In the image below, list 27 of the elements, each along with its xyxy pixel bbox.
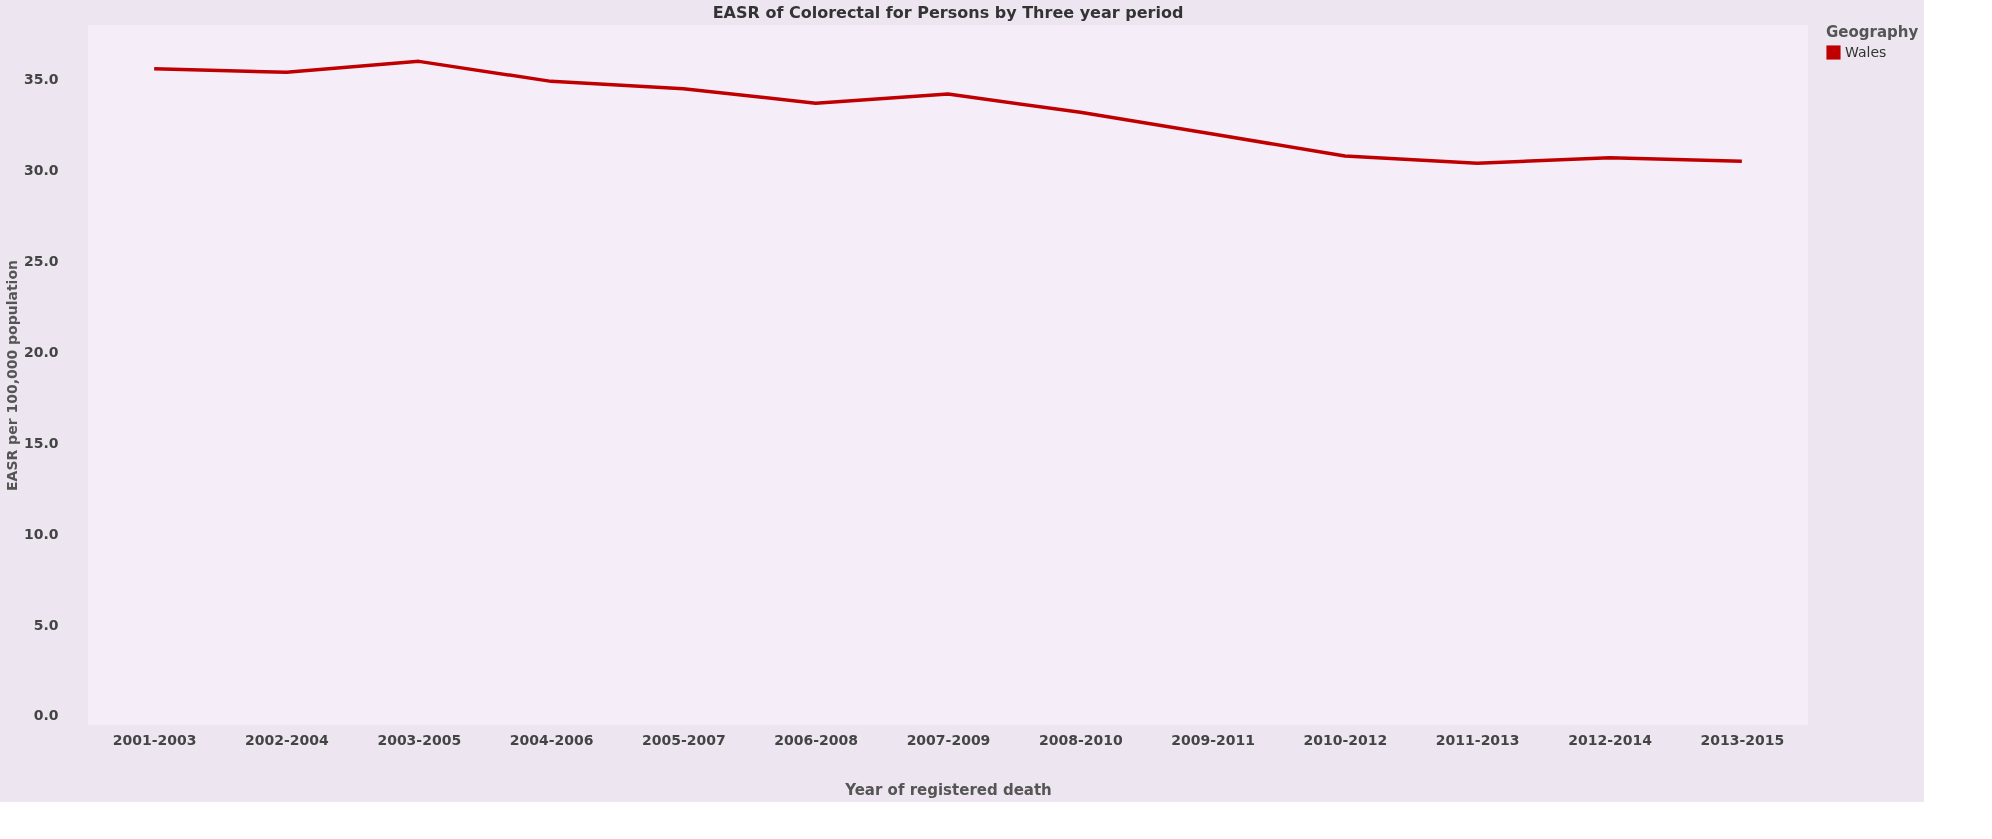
x-tick-label: 2013-2015 [1700,731,1785,748]
x-axis-title: Year of registered death [844,780,1052,799]
x-tick-label: 2008-2010 [1038,731,1123,748]
x-tick-label: 2007-2009 [906,731,991,748]
x-tick-label: 2009-2011 [1171,731,1255,748]
x-tick-label: 2010-2012 [1303,731,1388,748]
y-tick-label: 15.0 [23,434,59,451]
chart-title: EASR of Colorectal for Persons by Three year period [712,3,1184,22]
x-tick-label: 2004-2006 [509,731,594,748]
x-tick-label: 2001-2003 [112,731,197,748]
x-tick-label: 2003-2005 [377,731,462,748]
x-tick-label: 2002-2004 [245,731,330,748]
y-tick-label: 30.0 [23,161,59,178]
y-tick-label: 25.0 [23,252,59,269]
line-series [152,59,1744,165]
x-tick-label: 2005-2007 [642,731,726,748]
y-tick-label: 0.0 [33,707,59,724]
legend-label: Wales [1845,43,1887,60]
y-tick-label: 20.0 [23,343,59,360]
x-tick-label: 2006-2008 [774,731,859,748]
y-axis-title: EASR per 100,000 population [3,259,20,492]
y-tick-label: 10.0 [23,525,59,542]
y-tick-label: 5.0 [33,616,59,633]
legend-title: Geography [1826,23,1919,41]
x-tick-label: 2012-2014 [1568,731,1653,748]
y-tick-label: 35.0 [23,71,59,88]
x-tick-label: 2011-2013 [1435,731,1520,748]
